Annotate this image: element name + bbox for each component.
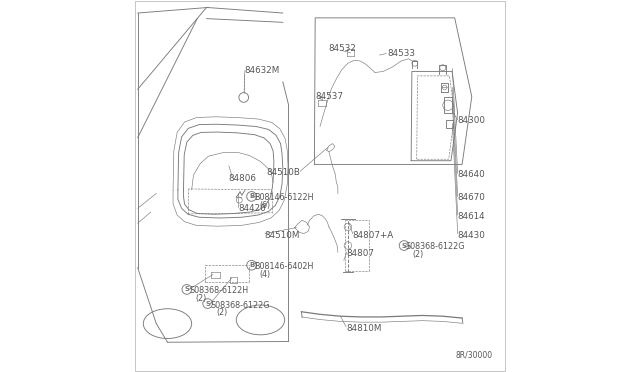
Text: B: B <box>249 262 254 268</box>
Text: S: S <box>184 286 189 292</box>
Text: 84807: 84807 <box>347 249 375 258</box>
Text: 84807+A: 84807+A <box>353 231 394 240</box>
Text: (6): (6) <box>260 201 271 210</box>
Text: S: S <box>205 301 210 307</box>
Text: 84810M: 84810M <box>346 324 381 333</box>
Text: 84537: 84537 <box>315 92 343 101</box>
Text: 84640: 84640 <box>458 170 485 179</box>
Text: 84510M: 84510M <box>264 231 300 240</box>
Text: 84806: 84806 <box>229 174 257 183</box>
Text: (2): (2) <box>216 308 228 317</box>
Text: 84532: 84532 <box>328 44 356 53</box>
Text: (2): (2) <box>412 250 424 259</box>
Text: B: B <box>249 193 254 199</box>
Text: (2): (2) <box>195 294 207 303</box>
Text: S08368-6122G: S08368-6122G <box>211 301 270 310</box>
Text: 84420: 84420 <box>238 204 266 213</box>
Text: (4): (4) <box>260 270 271 279</box>
Text: 84510B: 84510B <box>266 168 300 177</box>
Text: S08368-6122H: S08368-6122H <box>189 286 248 295</box>
Text: 84533: 84533 <box>387 49 415 58</box>
Text: 84614: 84614 <box>458 212 485 221</box>
Text: 84632M: 84632M <box>245 66 280 75</box>
Text: 84430: 84430 <box>458 231 486 240</box>
Text: B08146-6402H: B08146-6402H <box>254 262 313 271</box>
Text: 8R/30000: 8R/30000 <box>456 351 493 360</box>
Text: 84670: 84670 <box>458 193 486 202</box>
Text: 84300: 84300 <box>458 116 486 125</box>
Text: B08146-6122H: B08146-6122H <box>254 193 314 202</box>
Text: S08368-6122G: S08368-6122G <box>406 242 465 251</box>
Text: S: S <box>401 243 406 248</box>
